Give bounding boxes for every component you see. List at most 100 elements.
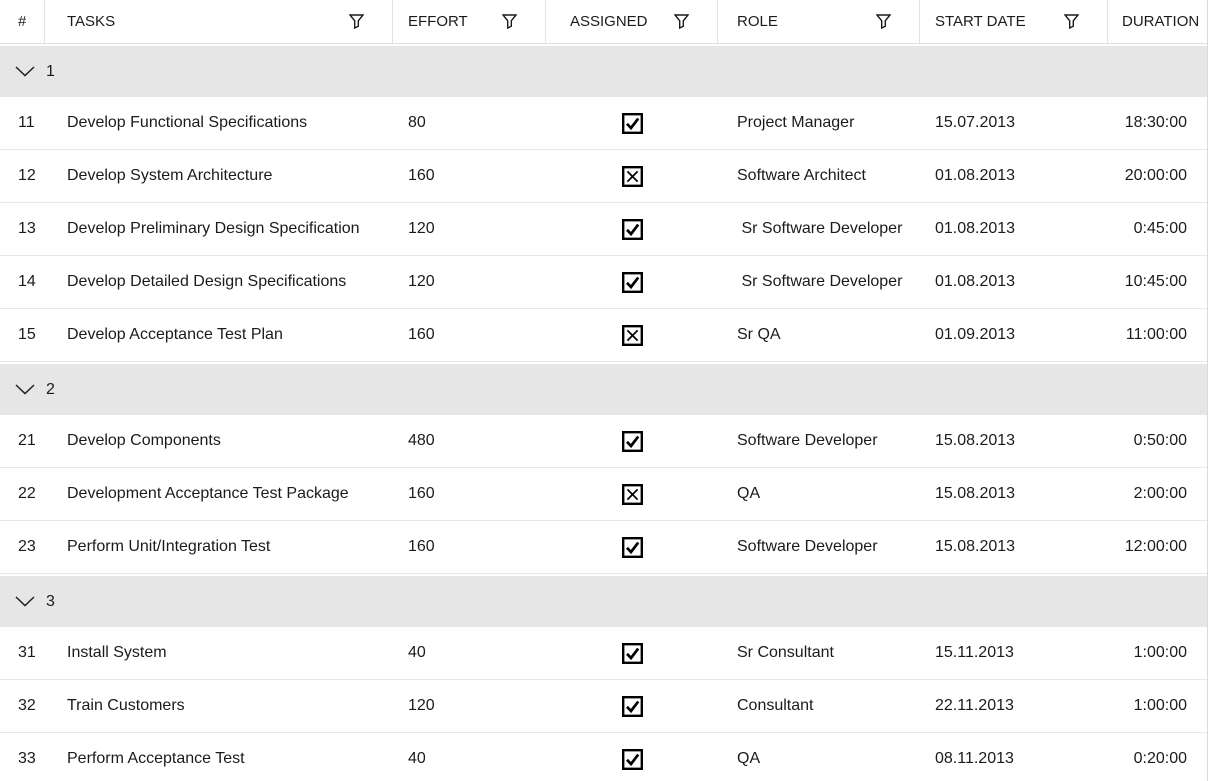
assigned-checkbox[interactable] — [621, 748, 643, 770]
assigned-cell — [546, 680, 718, 732]
group-header-row[interactable]: 2 — [0, 362, 1207, 415]
assigned-cell — [546, 415, 718, 467]
assigned-checkbox[interactable] — [621, 165, 643, 187]
assigned-cell — [546, 203, 718, 255]
role-value: Consultant — [737, 697, 814, 714]
table-row[interactable]: 31 Install System 40 Sr Consultant 15.11… — [0, 627, 1207, 680]
assigned-cell — [546, 468, 718, 520]
assigned-checkbox[interactable] — [621, 218, 643, 240]
group-header-row[interactable]: 3 — [0, 574, 1207, 627]
assigned-checkbox[interactable] — [621, 112, 643, 134]
role-value: Software Architect — [737, 167, 866, 184]
table-row[interactable]: 14 Develop Detailed Design Specification… — [0, 256, 1207, 309]
chevron-down-icon[interactable] — [15, 66, 35, 77]
task-name: Perform Unit/Integration Test — [67, 538, 271, 555]
start-date-value: 08.11.2013 — [935, 750, 1014, 767]
task-name: Develop Acceptance Test Plan — [67, 326, 283, 343]
filter-icon[interactable] — [502, 14, 517, 29]
column-header-assigned[interactable]: ASSIGNED — [546, 0, 718, 43]
task-name: Development Acceptance Test Package — [67, 485, 349, 502]
row-number: 15 — [18, 326, 36, 343]
table-row[interactable]: 32 Train Customers 120 Consultant 22.11.… — [0, 680, 1207, 733]
task-name: Develop Detailed Design Specifications — [67, 273, 347, 290]
effort-value: 160 — [408, 326, 435, 343]
duration-value: 1:00:00 — [1133, 644, 1187, 661]
checkbox-check-icon — [621, 642, 643, 664]
grid-header: # TASKS EFFORT ASSIGNED ROLE START DATE … — [0, 0, 1207, 44]
table-row[interactable]: 33 Perform Acceptance Test 40 QA 08.11.2… — [0, 733, 1207, 781]
column-label: DURATION — [1122, 13, 1200, 30]
assigned-cell — [546, 733, 718, 781]
assigned-checkbox[interactable] — [621, 642, 643, 664]
column-header-start-date[interactable]: START DATE — [920, 0, 1108, 43]
task-name: Develop Functional Specifications — [67, 114, 308, 131]
role-value: Software Developer — [737, 432, 878, 449]
duration-value: 2:00:00 — [1133, 485, 1187, 502]
column-label: ROLE — [737, 13, 778, 30]
effort-value: 120 — [408, 220, 435, 237]
column-label: START DATE — [935, 13, 1026, 30]
chevron-down-icon[interactable] — [15, 596, 35, 607]
checkbox-check-icon — [621, 430, 643, 452]
table-row[interactable]: 11 Develop Functional Specifications 80 … — [0, 97, 1207, 150]
column-label: # — [18, 13, 27, 30]
table-row[interactable]: 12 Develop System Architecture 160 Softw… — [0, 150, 1207, 203]
filter-icon[interactable] — [1064, 14, 1079, 29]
duration-value: 20:00:00 — [1124, 167, 1187, 184]
checkbox-check-icon — [621, 748, 643, 770]
column-header-number[interactable]: # — [0, 0, 45, 43]
role-value: Sr Software Developer — [737, 220, 903, 237]
filter-icon[interactable] — [349, 14, 364, 29]
role-value: Sr QA — [737, 326, 781, 343]
duration-value: 10:45:00 — [1124, 273, 1187, 290]
checkbox-check-icon — [621, 695, 643, 717]
start-date-value: 22.11.2013 — [935, 697, 1014, 714]
column-header-tasks[interactable]: TASKS — [45, 0, 393, 43]
row-number: 13 — [18, 220, 36, 237]
column-header-effort[interactable]: EFFORT — [393, 0, 546, 43]
group-label: 3 — [46, 592, 55, 610]
effort-value: 120 — [408, 697, 435, 714]
assigned-checkbox[interactable] — [621, 695, 643, 717]
role-value: Sr Consultant — [737, 644, 834, 661]
role-value: Project Manager — [737, 114, 855, 131]
checkbox-check-icon — [621, 536, 643, 558]
filter-icon[interactable] — [876, 14, 891, 29]
task-name: Develop Components — [67, 432, 221, 449]
table-row[interactable]: 21 Develop Components 480 Software Devel… — [0, 415, 1207, 468]
assigned-checkbox[interactable] — [621, 324, 643, 346]
chevron-down-icon[interactable] — [15, 384, 35, 395]
row-number: 11 — [18, 114, 35, 131]
start-date-value: 15.08.2013 — [935, 485, 1016, 502]
assigned-checkbox[interactable] — [621, 483, 643, 505]
task-name: Develop System Architecture — [67, 167, 273, 184]
table-row[interactable]: 22 Development Acceptance Test Package 1… — [0, 468, 1207, 521]
checkbox-x-icon — [621, 165, 643, 187]
assigned-cell — [546, 150, 718, 202]
task-name: Perform Acceptance Test — [67, 750, 245, 767]
assigned-cell — [546, 97, 718, 149]
column-label: TASKS — [67, 13, 116, 30]
row-number: 21 — [18, 432, 36, 449]
column-label: ASSIGNED — [570, 13, 648, 30]
table-row[interactable]: 15 Develop Acceptance Test Plan 160 Sr Q… — [0, 309, 1207, 362]
assigned-cell — [546, 521, 718, 573]
assigned-checkbox[interactable] — [621, 271, 643, 293]
assigned-checkbox[interactable] — [621, 430, 643, 452]
group-header-row[interactable]: 1 — [0, 44, 1207, 97]
group-label: 2 — [46, 380, 55, 398]
column-header-role[interactable]: ROLE — [718, 0, 920, 43]
column-header-duration[interactable]: DURATION — [1108, 0, 1207, 43]
row-number: 31 — [18, 644, 36, 661]
table-row[interactable]: 13 Develop Preliminary Design Specificat… — [0, 203, 1207, 256]
checkbox-check-icon — [621, 112, 643, 134]
task-name: Train Customers — [67, 697, 185, 714]
row-number: 22 — [18, 485, 36, 502]
assigned-checkbox[interactable] — [621, 536, 643, 558]
role-value: Software Developer — [737, 538, 878, 555]
column-label: EFFORT — [408, 13, 468, 30]
effort-value: 40 — [408, 644, 426, 661]
assigned-cell — [546, 627, 718, 679]
filter-icon[interactable] — [674, 14, 689, 29]
table-row[interactable]: 23 Perform Unit/Integration Test 160 Sof… — [0, 521, 1207, 574]
